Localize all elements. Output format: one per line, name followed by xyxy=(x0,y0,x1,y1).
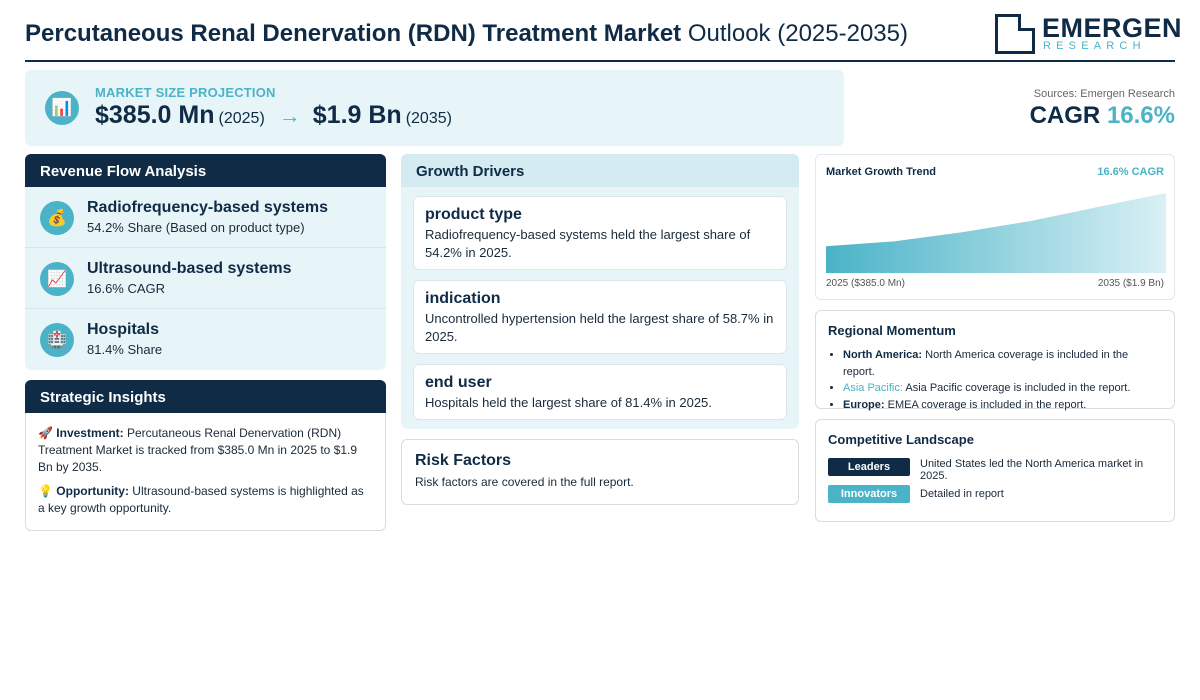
arrow-right-icon: → xyxy=(278,103,301,128)
leaders-badge: Leaders xyxy=(828,458,910,476)
opportunity-text: Ultrasound-based systems is highlighted … xyxy=(38,484,364,515)
growth-drivers-title: Growth Drivers xyxy=(401,154,799,187)
chart-end-label: 2035 ($1.9 Bn) xyxy=(1097,278,1164,289)
revenue-item: 🏥 Hospitals 81.4% Share xyxy=(25,309,386,370)
revenue-item-name: Radiofrequency-based systems xyxy=(87,199,328,216)
region-name: Europe: xyxy=(843,398,885,411)
region-name: Asia Pacific: xyxy=(843,382,903,394)
innovators-badge: Innovators xyxy=(828,485,910,503)
chart-title: Market Growth Trend xyxy=(826,166,937,178)
revenue-item-name: Hospitals xyxy=(87,321,160,338)
logo-name: EMERGEN xyxy=(1042,13,1183,43)
revenue-item: 💰 Radiofrequency-based systems 54.2% Sha… xyxy=(25,187,386,248)
cagr-headline: CAGR 16.6% xyxy=(1030,102,1175,130)
driver-card: end user Hospitals held the largest shar… xyxy=(413,364,787,420)
area-chart-svg xyxy=(826,193,1166,273)
revenue-flow-panel: Revenue Flow Analysis 💰 Radiofrequency-b… xyxy=(25,154,386,370)
region-text: EMEA coverage is included in the report. xyxy=(887,398,1087,411)
market-growth-trend-chart: Market Growth Trend 16.6% CAGR 2025 ($38… xyxy=(815,154,1175,300)
risk-factors-panel: Risk Factors Risk factors are covered in… xyxy=(401,439,799,505)
investment-text: Percutaneous Renal Denervation (RDN) Tre… xyxy=(38,426,358,474)
region-item: Asia Pacific: Asia Pacific coverage is i… xyxy=(843,380,1162,397)
revenue-item-name: Ultrasound-based systems xyxy=(87,260,292,277)
cagr-block: Sources: Emergen Research CAGR 16.6% xyxy=(1030,88,1175,130)
driver-card: indication Uncontrolled hypertension hel… xyxy=(413,280,787,354)
opportunity-insight: 💡 Opportunity: Ultrasound-based systems … xyxy=(26,483,385,517)
region-text: North America coverage is included in th… xyxy=(843,349,1129,378)
start-year: (2025) xyxy=(218,110,265,127)
page-header: Percutaneous Renal Denervation (RDN) Tre… xyxy=(25,12,1182,62)
growth-drivers-panel: Growth Drivers product type Radiofrequen… xyxy=(401,154,799,429)
driver-card: product type Radiofrequency-based system… xyxy=(413,196,787,270)
money-bag-icon: 💰 xyxy=(40,201,74,235)
page-title: Percutaneous Renal Denervation (RDN) Tre… xyxy=(25,20,908,48)
logo-subtitle: RESEARCH xyxy=(1043,40,1146,52)
bar-chart-icon: 📊 xyxy=(45,91,79,125)
lightbulb-icon: 💡 xyxy=(38,484,53,498)
revenue-item-sub: 16.6% CAGR xyxy=(87,281,166,296)
start-value: $385.0 Mn xyxy=(95,101,215,129)
title-light: Outlook (2025-2035) xyxy=(687,20,908,47)
region-item: Europe: EMEA coverage is included in the… xyxy=(843,397,1162,414)
investment-label: Investment: xyxy=(56,426,124,440)
logo-mark-icon xyxy=(995,14,1035,54)
driver-title: end user xyxy=(425,374,492,391)
company-logo: EMERGEN RESEARCH xyxy=(995,14,1182,56)
revenue-item-sub: 81.4% Share xyxy=(87,342,163,357)
regional-momentum-title: Regional Momentum xyxy=(828,323,956,338)
end-year: (2035) xyxy=(405,110,452,127)
driver-text: Radiofrequency-based systems held the la… xyxy=(425,227,751,260)
driver-text: Uncontrolled hypertension held the large… xyxy=(425,311,774,344)
region-text: Asia Pacific coverage is included in the… xyxy=(905,382,1131,394)
strategic-insights-panel: Strategic Insights 🚀 Investment: Percuta… xyxy=(25,380,386,531)
regional-momentum-panel: Regional Momentum North America: North A… xyxy=(815,310,1175,411)
rocket-icon: 🚀 xyxy=(38,426,53,440)
strategic-insights-title: Strategic Insights xyxy=(25,380,386,413)
chart-cagr-annotation: 16.6% CAGR xyxy=(1097,166,1164,178)
risk-factors-text: Risk factors are covered in the full rep… xyxy=(415,475,634,489)
sources-text: Sources: Emergen Research xyxy=(1033,88,1175,100)
title-bold: Percutaneous Renal Denervation (RDN) Tre… xyxy=(25,20,682,47)
driver-text: Hospitals held the largest share of 81.4… xyxy=(425,395,712,410)
revenue-item-sub: 54.2% Share (Based on product type) xyxy=(87,220,305,235)
trend-area xyxy=(826,193,1166,273)
driver-title: product type xyxy=(425,206,522,223)
competitive-landscape-panel: Competitive Landscape Leaders United Sta… xyxy=(815,419,1175,522)
opportunity-label: Opportunity: xyxy=(56,484,129,498)
end-value: $1.9 Bn xyxy=(312,101,402,129)
cagr-value: 16.6% xyxy=(1106,102,1175,129)
cagr-label: CAGR xyxy=(1029,102,1101,129)
chart-start-label: 2025 ($385.0 Mn) xyxy=(826,278,905,289)
investment-insight: 🚀 Investment: Percutaneous Renal Denerva… xyxy=(26,425,385,476)
revenue-item: 📈 Ultrasound-based systems 16.6% CAGR xyxy=(25,248,386,309)
competitive-row-text: Detailed in report xyxy=(920,488,1004,500)
revenue-flow-title: Revenue Flow Analysis xyxy=(25,154,386,187)
competitive-landscape-title: Competitive Landscape xyxy=(828,432,974,447)
driver-title: indication xyxy=(425,290,501,307)
market-size-label: MARKET SIZE PROJECTION xyxy=(95,85,276,100)
region-name: North America: xyxy=(843,349,923,361)
competitive-row-text: United States led the North America mark… xyxy=(920,458,1144,482)
risk-factors-title: Risk Factors xyxy=(415,452,512,469)
hospital-icon: 🏥 xyxy=(40,323,74,357)
market-size-card: 📊 MARKET SIZE PROJECTION $385.0 Mn (2025)… xyxy=(25,70,844,146)
market-size-values: $385.0 Mn (2025) → $1.9 Bn (2035) xyxy=(95,101,452,130)
chart-up-icon: 📈 xyxy=(40,262,74,296)
region-item: North America: North America coverage is… xyxy=(843,347,1162,380)
region-list: North America: North America coverage is… xyxy=(828,347,1162,413)
